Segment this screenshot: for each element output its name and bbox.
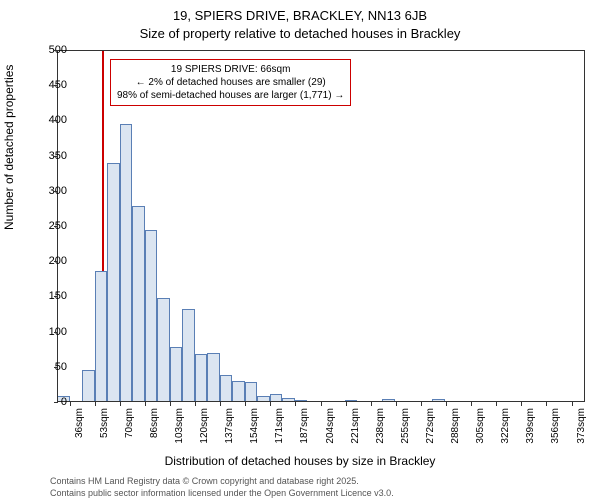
y-axis-label: Number of detached properties	[2, 65, 16, 230]
histogram-bar	[245, 382, 258, 402]
x-tick-mark	[321, 402, 322, 406]
histogram-bar	[220, 375, 233, 402]
histogram-bar	[270, 394, 283, 402]
x-axis-label: Distribution of detached houses by size …	[0, 454, 600, 468]
x-tick-label: 204sqm	[325, 408, 336, 452]
y-tick-label: 0	[61, 396, 67, 408]
x-tick-label: 171sqm	[274, 408, 285, 452]
histogram-bar	[145, 230, 158, 402]
x-tick-mark	[170, 402, 171, 406]
footer-line-1: Contains HM Land Registry data © Crown c…	[50, 476, 359, 486]
x-tick-mark	[295, 402, 296, 406]
histogram-bar	[107, 163, 120, 402]
y-tick-mark	[54, 156, 58, 157]
x-tick-mark	[195, 402, 196, 406]
annotation-line-1: 19 SPIERS DRIVE: 66sqm	[117, 63, 344, 76]
x-tick-mark	[521, 402, 522, 406]
x-tick-mark	[95, 402, 96, 406]
histogram-bar	[132, 206, 145, 402]
x-tick-label: 339sqm	[525, 408, 536, 452]
histogram-bar	[282, 398, 295, 402]
x-tick-mark	[446, 402, 447, 406]
histogram-bar	[182, 309, 195, 402]
annotation-line-2: ← 2% of detached houses are smaller (29)	[117, 76, 344, 89]
footer-line-2: Contains public sector information licen…	[50, 488, 394, 498]
x-tick-label: 120sqm	[199, 408, 210, 452]
x-tick-mark	[572, 402, 573, 406]
histogram-bar	[82, 370, 95, 402]
y-tick-mark	[54, 261, 58, 262]
x-tick-mark	[270, 402, 271, 406]
y-tick-mark	[54, 402, 58, 403]
x-tick-mark	[120, 402, 121, 406]
x-tick-mark	[471, 402, 472, 406]
x-tick-mark	[546, 402, 547, 406]
x-tick-mark	[496, 402, 497, 406]
x-tick-label: 53sqm	[99, 408, 110, 452]
y-tick-mark	[54, 296, 58, 297]
x-tick-mark	[145, 402, 146, 406]
x-tick-mark	[421, 402, 422, 406]
x-tick-label: 187sqm	[299, 408, 310, 452]
x-tick-label: 238sqm	[375, 408, 386, 452]
y-tick-mark	[54, 226, 58, 227]
y-tick-mark	[54, 50, 58, 51]
title-line-2: Size of property relative to detached ho…	[0, 26, 600, 41]
histogram-bar	[432, 399, 445, 402]
histogram-bar	[120, 124, 133, 402]
x-tick-label: 137sqm	[224, 408, 235, 452]
x-tick-mark	[245, 402, 246, 406]
histogram-bar	[257, 396, 270, 402]
histogram-bar	[95, 271, 108, 402]
x-tick-label: 373sqm	[576, 408, 587, 452]
histogram-bar	[157, 298, 170, 402]
x-tick-label: 70sqm	[124, 408, 135, 452]
x-tick-label: 103sqm	[174, 408, 185, 452]
x-tick-mark	[70, 402, 71, 406]
annotation-box: 19 SPIERS DRIVE: 66sqm ← 2% of detached …	[110, 59, 351, 106]
x-tick-label: 272sqm	[425, 408, 436, 452]
x-tick-mark	[220, 402, 221, 406]
x-tick-label: 154sqm	[249, 408, 260, 452]
x-tick-mark	[371, 402, 372, 406]
histogram-bar	[170, 347, 183, 402]
y-tick-mark	[54, 120, 58, 121]
x-tick-label: 322sqm	[500, 408, 511, 452]
y-tick-mark	[54, 367, 58, 368]
y-tick-mark	[54, 85, 58, 86]
plot-area: 19 SPIERS DRIVE: 66sqm ← 2% of detached …	[57, 50, 585, 402]
x-tick-label: 36sqm	[74, 408, 85, 452]
annotation-line-3: 98% of semi-detached houses are larger (…	[117, 89, 344, 102]
x-tick-label: 305sqm	[475, 408, 486, 452]
y-tick-mark	[54, 191, 58, 192]
histogram-bar	[207, 353, 220, 402]
chart-container: 19, SPIERS DRIVE, BRACKLEY, NN13 6JB Siz…	[0, 0, 600, 500]
histogram-bar	[382, 399, 395, 402]
x-tick-label: 86sqm	[149, 408, 160, 452]
y-tick-mark	[54, 332, 58, 333]
x-tick-label: 288sqm	[450, 408, 461, 452]
histogram-bar	[232, 381, 245, 402]
title-line-1: 19, SPIERS DRIVE, BRACKLEY, NN13 6JB	[0, 8, 600, 23]
histogram-bar	[195, 354, 208, 402]
x-tick-mark	[346, 402, 347, 406]
x-tick-label: 255sqm	[400, 408, 411, 452]
x-tick-label: 221sqm	[350, 408, 361, 452]
x-tick-label: 356sqm	[550, 408, 561, 452]
x-tick-mark	[396, 402, 397, 406]
